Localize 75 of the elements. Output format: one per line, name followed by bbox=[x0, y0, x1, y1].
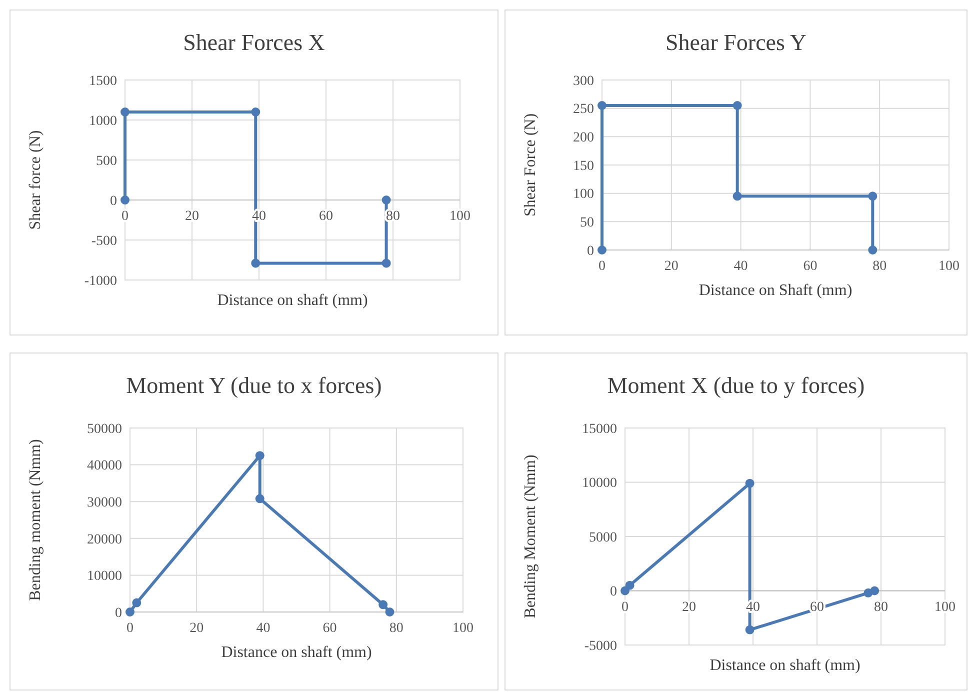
x-axis-title: Distance on shaft (mm) bbox=[221, 644, 372, 661]
x-tick-label: 60 bbox=[803, 259, 818, 274]
chart-title: Shear Forces Y bbox=[666, 30, 807, 55]
x-tick-label: 40 bbox=[734, 259, 748, 274]
x-tick-label: 0 bbox=[126, 621, 134, 636]
y-tick-label: 250 bbox=[573, 102, 594, 118]
x-axis-title: Distance on shaft (mm) bbox=[710, 657, 860, 674]
y-tick-label: 100 bbox=[573, 187, 594, 202]
point bbox=[625, 580, 634, 590]
x-axis-title: Distance on Shaft (mm) bbox=[698, 282, 852, 299]
y-tick-label: 40000 bbox=[87, 458, 122, 474]
point bbox=[868, 246, 878, 254]
y-tick-label: -1000 bbox=[84, 274, 117, 289]
y-tick-label: 30000 bbox=[87, 496, 122, 510]
x-tick-label: 80 bbox=[874, 600, 888, 615]
x-axis-title: Distance on shaft (mm) bbox=[217, 292, 368, 309]
x-tick-label: 80 bbox=[389, 621, 404, 636]
y-tick-label: 50000 bbox=[87, 422, 122, 437]
point bbox=[378, 600, 388, 610]
x-tick-label: 0 bbox=[622, 600, 628, 615]
point bbox=[255, 451, 264, 460]
x-tick-label: 40 bbox=[256, 621, 270, 636]
point bbox=[382, 196, 391, 204]
point bbox=[132, 598, 142, 608]
y-tick-label: 10000 bbox=[582, 476, 617, 492]
y-tick-label: 0 bbox=[610, 584, 617, 600]
y-tick-label: 0 bbox=[587, 244, 594, 259]
x-tick-label: 20 bbox=[190, 621, 204, 636]
x-tick-label: 20 bbox=[185, 209, 199, 224]
y-axis-title: Bending Moment (Nmm) bbox=[522, 454, 539, 618]
y-tick-label: 1500 bbox=[89, 74, 117, 89]
y-axis-title: Shear force (N) bbox=[27, 130, 44, 230]
x-tick-label: 100 bbox=[452, 621, 474, 636]
point bbox=[382, 258, 391, 268]
x-tick-label: 100 bbox=[934, 600, 956, 615]
point bbox=[745, 478, 754, 488]
chart-title: Moment Y (due to x forces) bbox=[126, 373, 382, 398]
y-tick-label: -5000 bbox=[584, 638, 617, 654]
x-tick-label: 80 bbox=[872, 259, 887, 274]
point bbox=[868, 192, 878, 201]
point bbox=[732, 192, 742, 201]
point bbox=[251, 258, 260, 268]
y-tick-label: -500 bbox=[91, 234, 117, 249]
y-tick-label: 500 bbox=[96, 154, 117, 169]
point bbox=[120, 108, 130, 116]
y-tick-label: 10000 bbox=[87, 569, 122, 584]
point bbox=[598, 246, 606, 254]
chart-title: Shear Forces X bbox=[183, 30, 326, 55]
y-tick-label: 300 bbox=[573, 74, 594, 89]
point bbox=[251, 108, 260, 116]
x-tick-label: 20 bbox=[682, 600, 696, 615]
point bbox=[126, 608, 134, 616]
y-tick-label: 200 bbox=[573, 130, 594, 146]
y-tick-label: 20000 bbox=[87, 532, 122, 548]
point bbox=[385, 608, 394, 616]
point bbox=[598, 101, 606, 110]
x-tick-label: 60 bbox=[322, 621, 337, 636]
y-tick-label: 0 bbox=[110, 194, 117, 209]
point bbox=[120, 196, 130, 204]
y-tick-label: 1000 bbox=[89, 114, 117, 129]
y-axis-title: Bending moment (Nmm) bbox=[27, 439, 44, 601]
y-axis-title: Shear Force (N) bbox=[522, 113, 539, 217]
x-tick-label: 60 bbox=[319, 209, 333, 224]
chart-title: Moment X (due to y forces) bbox=[607, 373, 865, 398]
point bbox=[745, 625, 754, 634]
point bbox=[732, 101, 742, 110]
y-tick-label: 150 bbox=[573, 158, 594, 174]
x-tick-label: 20 bbox=[664, 259, 678, 274]
y-tick-label: 50 bbox=[580, 216, 594, 231]
x-tick-label: 100 bbox=[450, 209, 470, 224]
y-tick-label: 15000 bbox=[582, 422, 617, 437]
point bbox=[870, 586, 880, 596]
point bbox=[255, 494, 264, 504]
y-tick-label: 5000 bbox=[589, 530, 617, 546]
x-tick-label: 100 bbox=[938, 259, 960, 274]
